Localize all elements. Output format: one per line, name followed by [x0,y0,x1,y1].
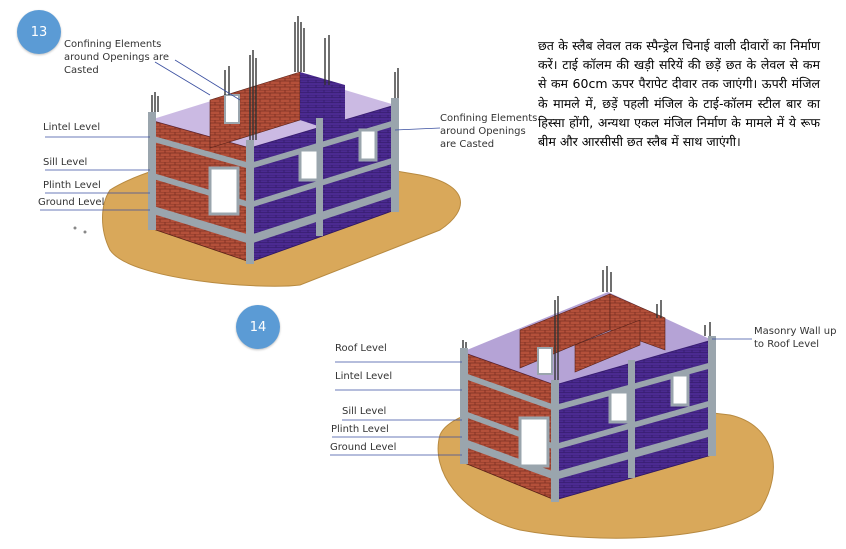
door-opening-13 [208,166,240,216]
lintel-band-13 [150,120,395,169]
label-sill-14: Sill Level [342,406,387,417]
step-13-number: 13 [30,24,48,40]
label-masonry-wall: Masonry Wall up to Roof Level [754,326,837,350]
label-lintel-13: Lintel Level [43,122,101,133]
label-sill-13: Sill Level [43,157,88,168]
window-opening-13a [298,148,320,182]
step-13-badge: 13 [17,10,61,54]
step-14-badge: 14 [236,305,280,349]
description-paragraph: छत के स्लैब लेवल तक स्पैन्ड्रेल चिनाई वा… [538,38,820,150]
step-14-number: 14 [249,319,267,335]
plinth-band-13 [150,188,395,244]
label-confining-right: Confining Elements around Openings are C… [440,113,538,150]
corner-column-14c [708,336,716,456]
corner-column-13a [148,112,156,230]
label-ground-13: Ground Level [38,197,105,208]
rebars-14 [462,266,711,380]
window-opening-14a [608,390,630,424]
label-plinth-14: Plinth Level [331,424,389,435]
label-lintel-14: Lintel Level [335,371,393,382]
label-confining-left: Confining Elements around Openings are C… [64,39,170,76]
leader-lines-14 [330,338,752,456]
corner-column-14a [460,348,468,464]
label-plinth-13: Plinth Level [43,180,101,191]
corner-column-13b [246,140,254,264]
window-opening-14b [670,373,690,407]
corner-column-14b [551,380,559,502]
figure-14-drawing [330,266,774,539]
corner-column-13c [391,98,399,212]
label-roof-14: Roof Level [335,343,387,354]
figure-13-drawing [40,16,461,287]
leader-lines-13 [40,59,441,211]
lintel-band-14 [462,362,712,411]
label-ground-14: Ground Level [330,442,397,453]
window-opening-13b [358,128,378,162]
door-opening-14 [518,416,550,468]
rebars-13 [151,16,399,140]
